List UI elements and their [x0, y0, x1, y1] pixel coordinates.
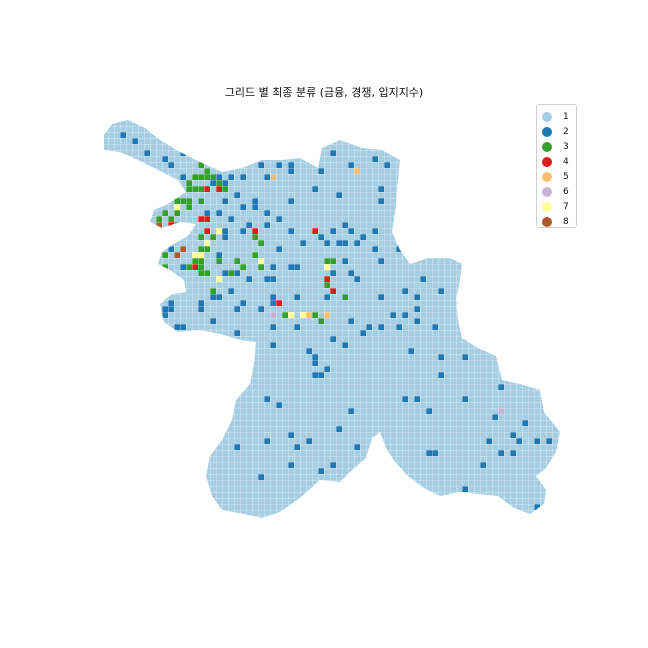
legend-item-2: 2 — [542, 124, 576, 139]
legend-label: 1 — [563, 111, 569, 122]
legend: 1 2 3 4 5 6 7 8 — [536, 104, 577, 228]
grid-cell-class-3 — [168, 186, 174, 192]
legend-label: 8 — [563, 216, 569, 227]
grid-cell-class-2 — [504, 300, 510, 306]
legend-dot — [542, 111, 552, 122]
legend-label: 3 — [563, 141, 569, 152]
legend-item-4: 4 — [542, 154, 576, 169]
legend-item-3: 3 — [542, 139, 576, 154]
grid-cell-class-2 — [138, 174, 144, 180]
grid-cell-class-3 — [120, 156, 126, 162]
grid-cell-class-2 — [504, 258, 510, 264]
legend-dot — [542, 156, 552, 167]
legend-item-1: 1 — [542, 109, 576, 124]
grid-cell-class-2 — [156, 192, 162, 198]
legend-dot — [542, 141, 552, 152]
legend-item-5: 5 — [542, 169, 576, 184]
grid-cell-class-2 — [162, 186, 168, 192]
legend-item-7: 7 — [542, 199, 576, 214]
grid-cell-class-2 — [312, 486, 318, 492]
legend-label: 7 — [563, 201, 569, 212]
map-title: 그리드 별 최종 분류 (금융, 경쟁, 입지지수) — [224, 86, 424, 99]
legend-label: 6 — [563, 186, 569, 197]
legend-label: 2 — [563, 126, 569, 137]
legend-item-6: 6 — [542, 184, 576, 199]
grid-cell-class-2 — [252, 150, 258, 156]
grid-cell-class-3 — [168, 192, 174, 198]
legend-item-8: 8 — [542, 214, 576, 229]
legend-label: 5 — [563, 171, 569, 182]
grid-cell-class-2 — [216, 162, 222, 168]
legend-dot — [542, 171, 552, 182]
grid-cell-class-2 — [456, 300, 462, 306]
legend-dot — [542, 216, 552, 227]
legend-dot — [542, 126, 552, 137]
grid-cell-class-2 — [486, 288, 492, 294]
grid-cell-class-3 — [174, 186, 180, 192]
legend-label: 4 — [563, 156, 569, 167]
legend-dot — [542, 186, 552, 197]
grid-cell-class-6 — [162, 198, 168, 204]
legend-dot — [542, 201, 552, 212]
